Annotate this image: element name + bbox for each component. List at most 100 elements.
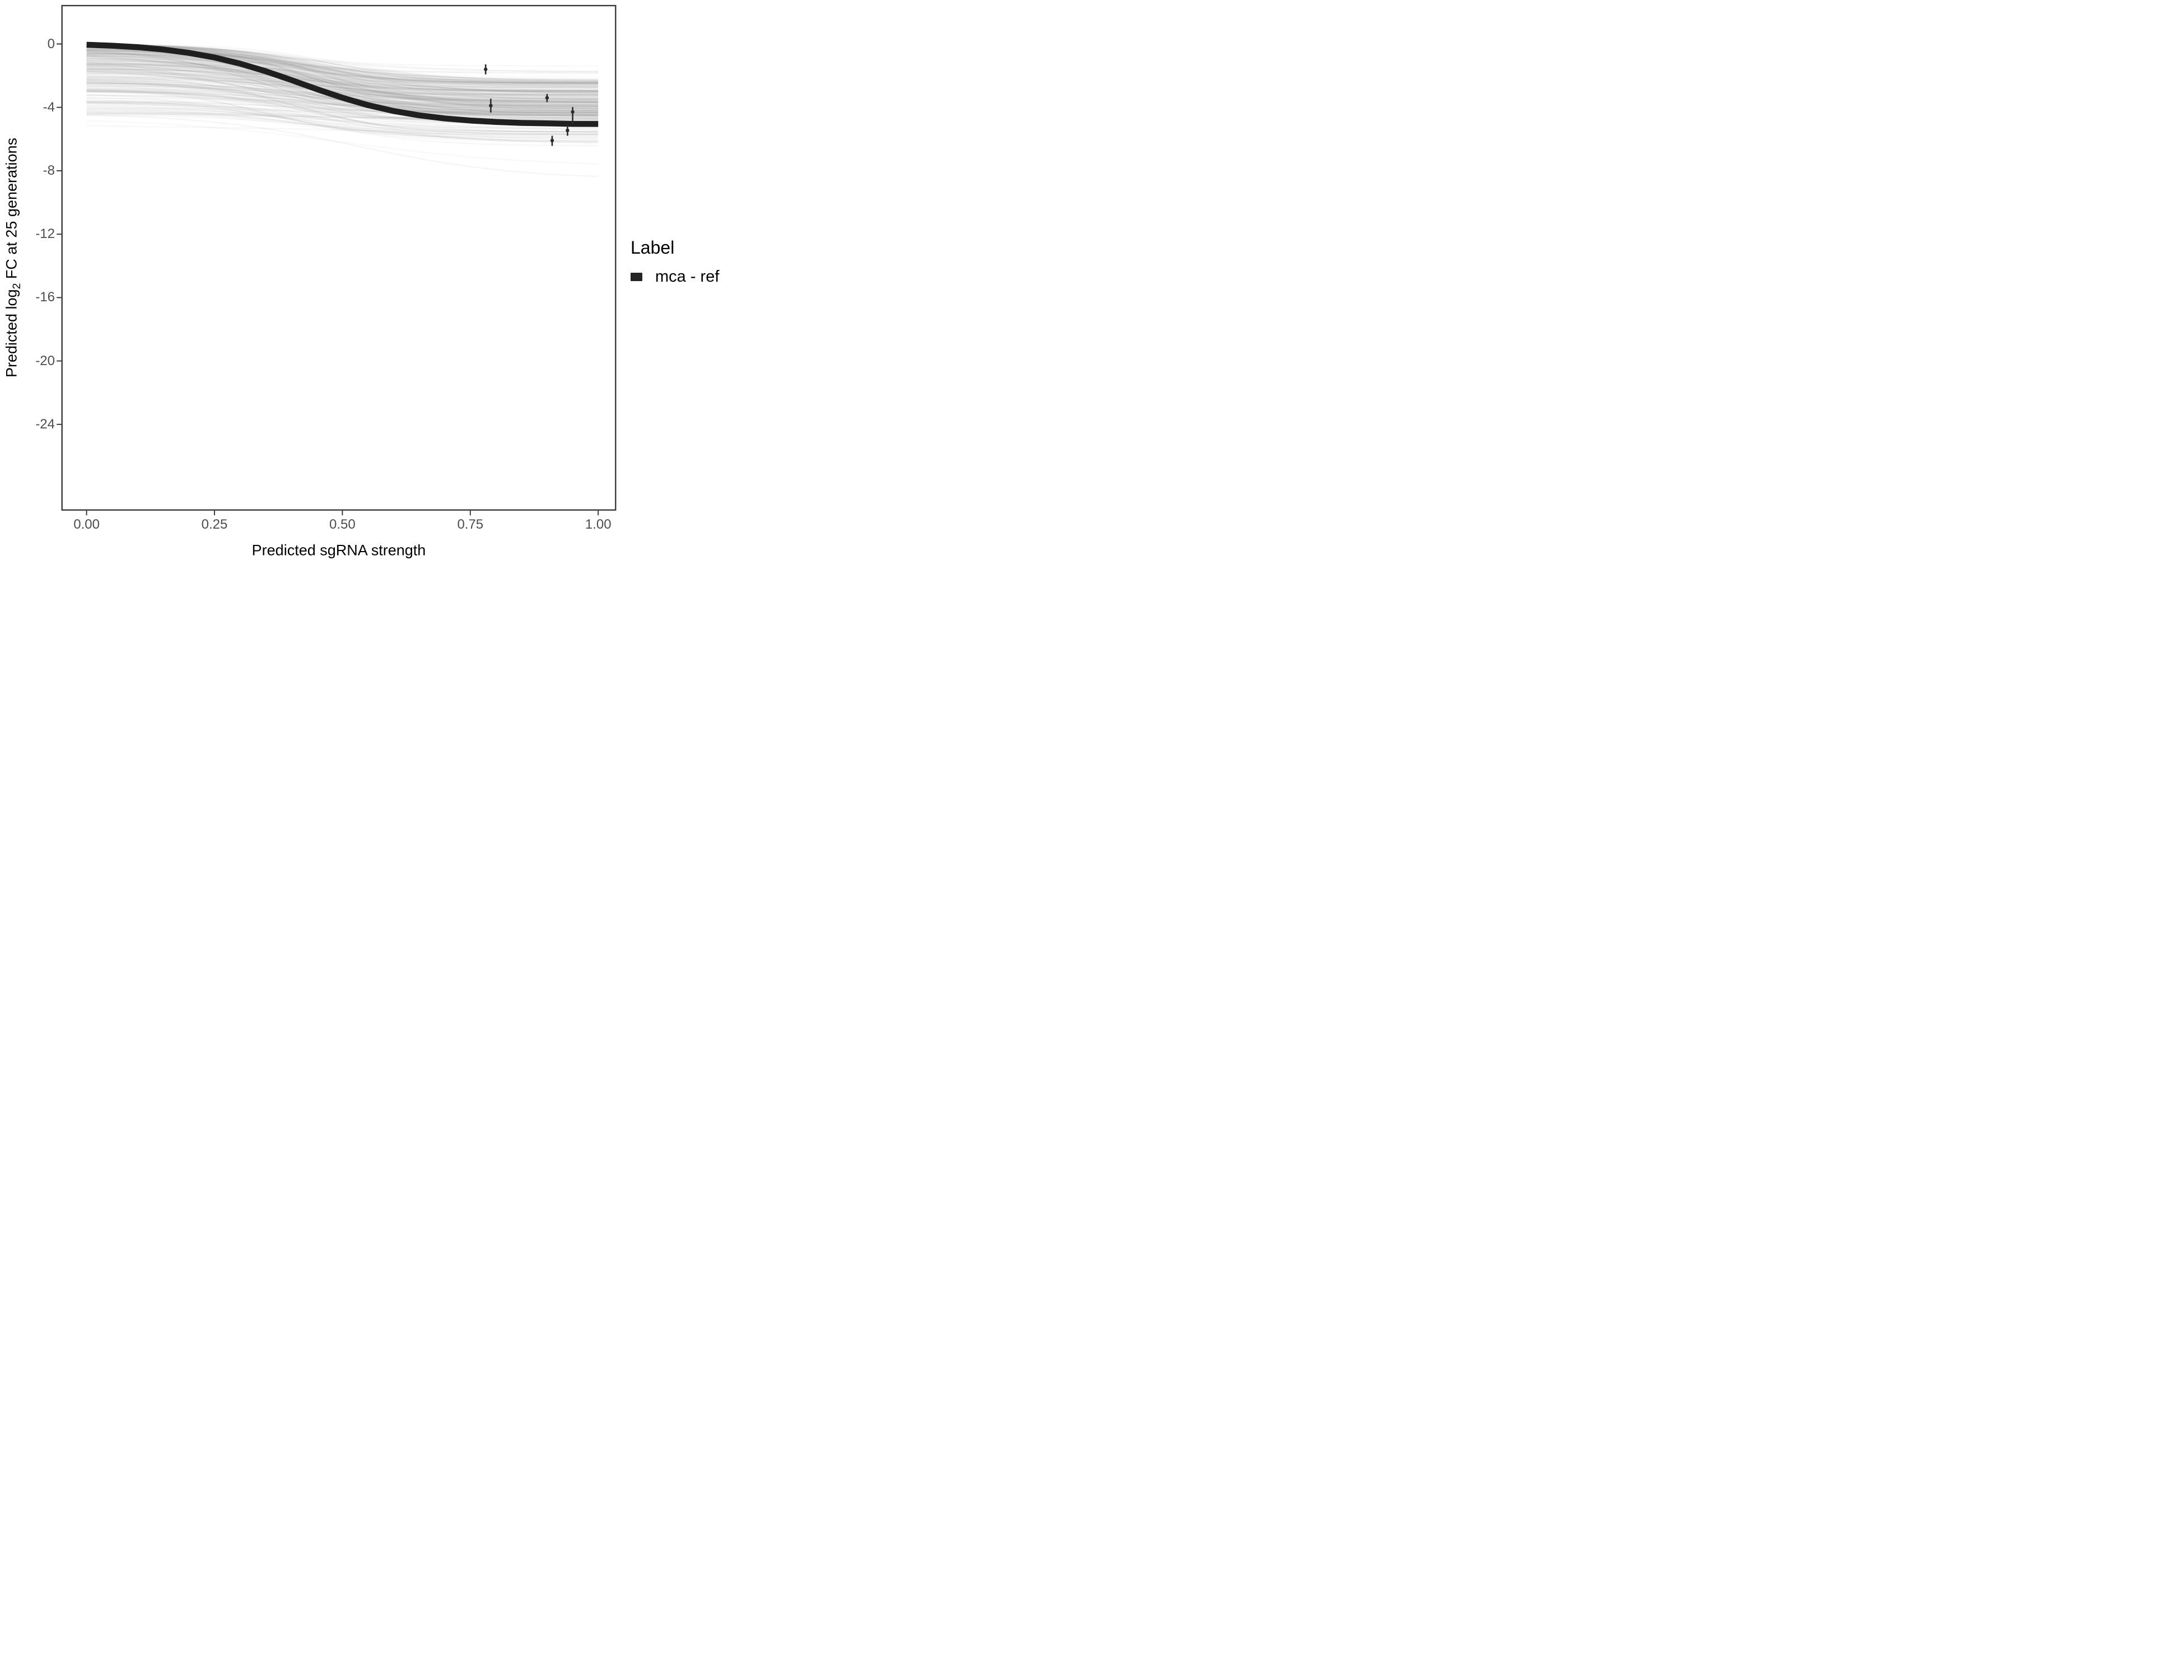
posterior-draw [86, 113, 599, 119]
posterior-draw [86, 66, 599, 96]
posterior-draw [86, 58, 599, 93]
posterior-draw [86, 108, 599, 139]
posterior-draw [86, 99, 599, 142]
posterior-draw [86, 94, 599, 133]
posterior-draw [86, 69, 599, 117]
posterior-draw [86, 52, 599, 104]
posterior-draw [86, 53, 599, 116]
posterior-draw [86, 71, 599, 115]
axis-ticks [57, 43, 599, 516]
posterior-draw [86, 55, 599, 110]
mean-curve [86, 41, 599, 127]
posterior-draw [86, 62, 599, 107]
posterior-draw [86, 109, 599, 137]
posterior-draw [86, 85, 599, 116]
posterior-draw [86, 69, 599, 99]
posterior-draw [86, 81, 599, 136]
posterior-draw [86, 80, 599, 119]
posterior-draw [86, 56, 599, 95]
posterior-draw [86, 43, 599, 92]
posterior-draw [86, 112, 599, 119]
posterior-draw [86, 86, 599, 129]
posterior-draw [86, 54, 599, 94]
posterior-draw [86, 90, 599, 142]
posterior-draw [86, 113, 599, 138]
data-point [545, 96, 549, 100]
posterior-draw [86, 76, 599, 133]
posterior-draw [86, 58, 599, 79]
posterior-draw [86, 48, 599, 110]
posterior-draw [86, 68, 599, 95]
posterior-draw [86, 44, 599, 106]
posterior-draw [86, 44, 599, 90]
posterior-draw [86, 82, 599, 129]
posterior-draw [86, 87, 599, 109]
posterior-draw [86, 89, 599, 136]
posterior-draw [86, 90, 599, 119]
posterior-draw [86, 83, 599, 134]
y-axis-title: Predicted log2 FC at 25 generations [3, 138, 23, 377]
posterior-draw [86, 105, 599, 140]
posterior-draw [86, 44, 599, 85]
posterior-draw [86, 67, 599, 112]
posterior-draw [86, 49, 599, 101]
posterior-draw [86, 44, 599, 96]
posterior-draw [86, 57, 599, 114]
posterior-draw [86, 78, 599, 100]
x-tick-label: 1.00 [585, 517, 612, 532]
posterior-draw [86, 46, 599, 116]
posterior-draw [86, 52, 599, 85]
x-tick-label: 0.25 [201, 517, 228, 532]
posterior-draw [86, 63, 599, 96]
posterior-draw [86, 43, 599, 83]
posterior-draw [86, 61, 599, 98]
posterior-draw [86, 44, 599, 87]
posterior-draw [86, 113, 599, 147]
x-tick-label: 0.00 [73, 517, 100, 532]
y-tick-label: -16 [35, 290, 55, 305]
posterior-draw [86, 50, 599, 116]
posterior-draw [86, 52, 599, 103]
legend-item-label: mca - ref [655, 268, 720, 286]
posterior-draw [86, 52, 599, 92]
posterior-draw-outlier [86, 125, 599, 135]
posterior-draw-outlier [86, 120, 599, 165]
y-axis-title-sub: 2 [10, 283, 23, 290]
posterior-draw [86, 47, 599, 89]
posterior-draw [86, 56, 599, 94]
posterior-draw [86, 81, 599, 113]
posterior-draw [86, 72, 599, 102]
posterior-draw [86, 44, 599, 83]
posterior-draw [86, 81, 599, 109]
y-tick-label: -24 [35, 416, 55, 432]
posterior-draw [86, 101, 599, 144]
posterior-draw [86, 111, 599, 136]
posterior-draw [86, 72, 599, 101]
posterior-draw [86, 105, 599, 142]
posterior-draw [86, 76, 599, 102]
posterior-draw [86, 45, 599, 92]
posterior-draw [86, 62, 599, 123]
data-point [550, 138, 554, 143]
posterior-draw [86, 101, 599, 113]
legend-title: Label [631, 237, 675, 258]
posterior-draw [86, 90, 599, 118]
posterior-draw [86, 80, 599, 112]
posterior-draw [86, 55, 599, 101]
posterior-draw [86, 44, 599, 81]
posterior-draw [86, 44, 599, 82]
posterior-draw [86, 90, 599, 120]
data-point [484, 67, 488, 72]
posterior-draw [86, 71, 599, 108]
y-tick-label: -4 [43, 99, 55, 115]
posterior-draw [86, 51, 599, 85]
posterior-draw [86, 107, 599, 116]
posterior-draw [86, 50, 599, 116]
posterior-draw [86, 83, 599, 116]
posterior-draw [86, 53, 599, 108]
posterior-draw [86, 97, 599, 143]
posterior-draw [86, 78, 599, 110]
posterior-draw [86, 78, 599, 101]
posterior-draw [86, 55, 599, 87]
posterior-draw [86, 90, 599, 116]
